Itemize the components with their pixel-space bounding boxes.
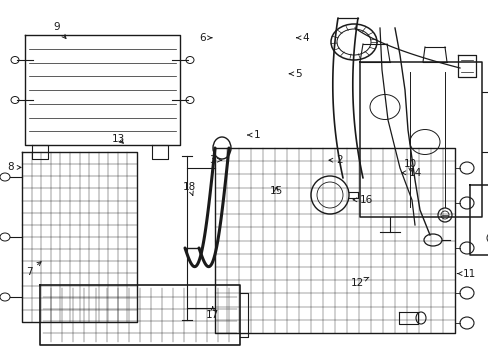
Text: 11: 11 (456, 269, 475, 279)
Text: 7: 7 (26, 262, 41, 277)
Text: 13: 13 (111, 134, 125, 144)
Text: 14: 14 (401, 168, 422, 178)
Text: 5: 5 (289, 69, 301, 79)
Text: 3: 3 (209, 155, 221, 165)
Text: 6: 6 (199, 33, 211, 43)
Text: 1: 1 (247, 130, 260, 140)
Text: 8: 8 (7, 162, 21, 172)
Text: 16: 16 (352, 195, 373, 205)
Text: 10: 10 (404, 159, 416, 172)
Text: 4: 4 (296, 33, 308, 43)
Text: 12: 12 (349, 277, 368, 288)
Text: 18: 18 (183, 182, 196, 195)
Text: 9: 9 (53, 22, 66, 39)
Text: 2: 2 (328, 155, 343, 165)
Text: 17: 17 (205, 307, 219, 320)
Text: 15: 15 (269, 186, 283, 196)
